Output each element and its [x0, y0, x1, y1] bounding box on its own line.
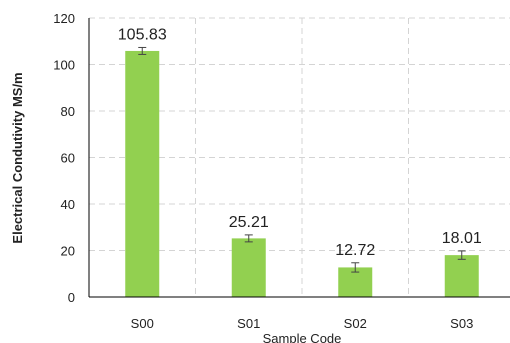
data-label-s02: 12.72: [335, 242, 375, 259]
y-tick-label: 60: [61, 151, 75, 166]
x-tick-label: S00: [131, 316, 154, 331]
axes: [88, 18, 510, 298]
bar-s03: [444, 255, 479, 297]
error-bar-s01: [244, 234, 253, 243]
bar-s01: [231, 238, 266, 297]
x-tick-label: S03: [450, 316, 473, 331]
y-tick-label: 120: [53, 11, 75, 26]
data-label-s00: 105.83: [118, 26, 167, 43]
x-tick-label: S01: [237, 316, 260, 331]
x-tick-label: S02: [344, 316, 367, 331]
y-tick-label: 80: [61, 104, 75, 119]
x-axis-title: Sample Code: [263, 331, 342, 343]
data-labels: 105.83 25.21 12.72 18.01: [118, 26, 482, 258]
y-tick-label: 100: [53, 58, 75, 73]
bar-s00: [125, 50, 160, 297]
y-tick-label: 20: [61, 244, 75, 259]
error-bar-s03: [457, 250, 466, 260]
error-bar-s02: [351, 262, 360, 273]
y-axis-title: Electrical Condutivity MS/m: [10, 72, 25, 243]
data-label-s03: 18.01: [442, 230, 482, 247]
tick-labels: 0 20 40 60 80 100 120 S00 S01 S02 S03: [53, 11, 473, 331]
data-label-s01: 25.21: [229, 214, 269, 231]
bars: [125, 46, 479, 297]
error-bar-s00: [138, 46, 147, 55]
y-tick-label: 40: [61, 197, 75, 212]
grid-lines: [89, 17, 510, 297]
y-tick-label: 0: [68, 290, 75, 305]
